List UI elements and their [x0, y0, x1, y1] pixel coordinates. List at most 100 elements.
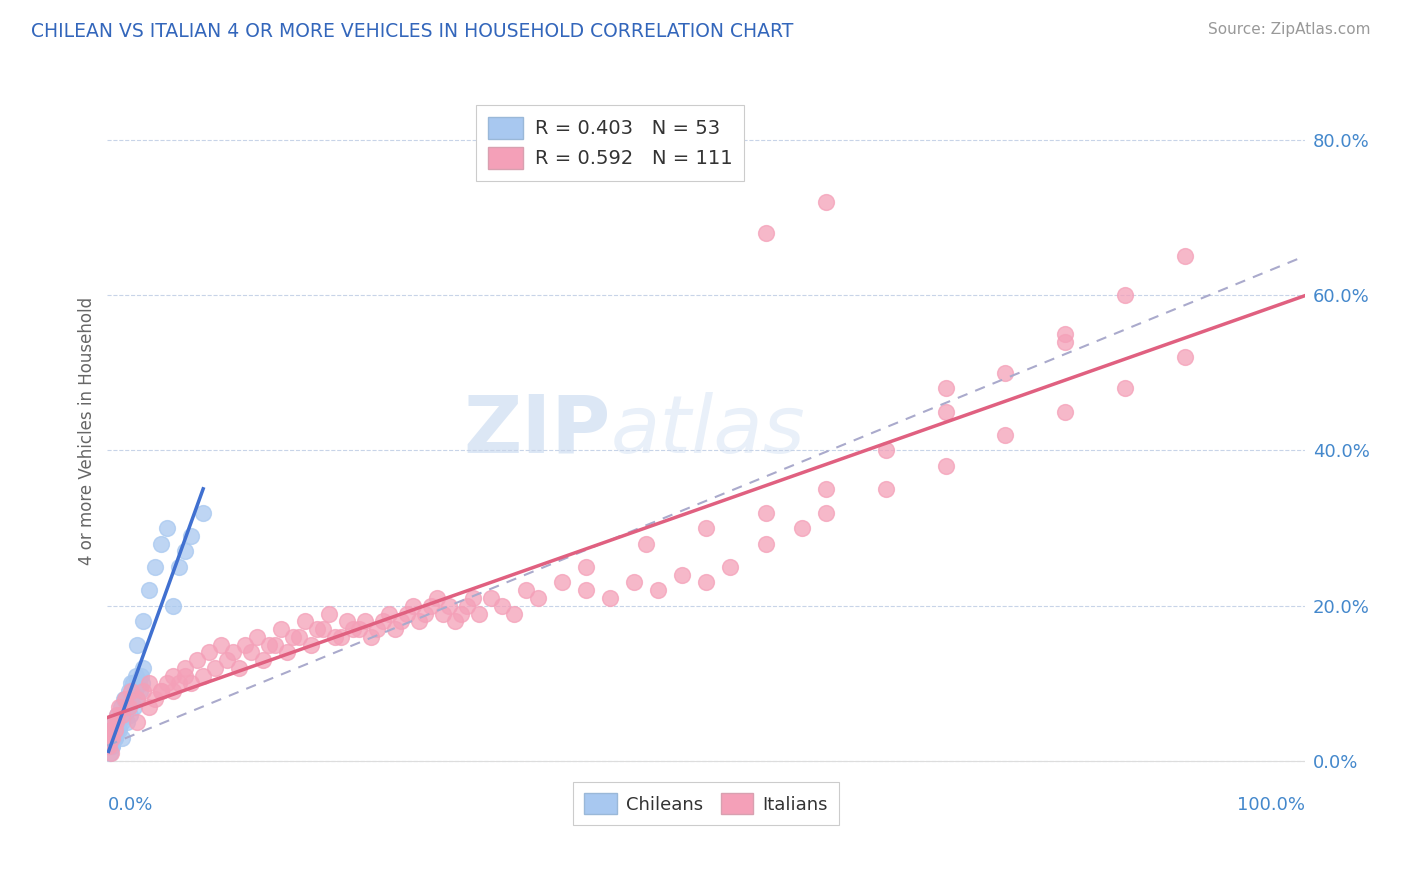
- Point: [120, 692, 142, 706]
- Point: [156, 521, 179, 535]
- Point: [180, 676, 202, 690]
- Point: [515, 583, 537, 598]
- Point: [575, 560, 598, 574]
- Point: [994, 427, 1017, 442]
- Point: [143, 692, 166, 706]
- Point: [104, 723, 127, 737]
- Point: [934, 458, 956, 473]
- Point: [104, 723, 127, 737]
- Point: [389, 614, 412, 628]
- Text: atlas: atlas: [610, 392, 806, 470]
- Point: [437, 599, 460, 613]
- Point: [115, 715, 138, 730]
- Point: [156, 676, 179, 690]
- Point: [233, 638, 256, 652]
- Point: [111, 731, 134, 745]
- Point: [342, 622, 364, 636]
- Point: [408, 614, 430, 628]
- Point: [443, 614, 465, 628]
- Point: [120, 684, 142, 698]
- Point: [111, 707, 134, 722]
- Point: [491, 599, 513, 613]
- Point: [191, 506, 214, 520]
- Point: [191, 668, 214, 682]
- Point: [138, 676, 160, 690]
- Point: [1174, 249, 1197, 263]
- Point: [108, 699, 131, 714]
- Point: [127, 715, 149, 730]
- Point: [162, 668, 184, 682]
- Point: [105, 723, 128, 737]
- Point: [112, 692, 135, 706]
- Point: [150, 684, 173, 698]
- Point: [695, 575, 717, 590]
- Point: [318, 607, 340, 621]
- Point: [150, 684, 173, 698]
- Point: [105, 707, 128, 722]
- Point: [127, 638, 149, 652]
- Point: [329, 630, 352, 644]
- Point: [934, 381, 956, 395]
- Point: [103, 731, 125, 745]
- Point: [101, 739, 124, 753]
- Point: [128, 684, 150, 698]
- Point: [128, 676, 150, 690]
- Point: [371, 614, 394, 628]
- Point: [353, 614, 375, 628]
- Point: [122, 699, 145, 714]
- Point: [814, 194, 837, 209]
- Point: [347, 622, 370, 636]
- Text: Source: ZipAtlas.com: Source: ZipAtlas.com: [1208, 22, 1371, 37]
- Point: [312, 622, 335, 636]
- Point: [100, 747, 122, 761]
- Point: [100, 723, 122, 737]
- Point: [118, 699, 141, 714]
- Point: [456, 599, 478, 613]
- Point: [264, 638, 287, 652]
- Point: [110, 699, 132, 714]
- Point: [101, 731, 124, 745]
- Point: [288, 630, 311, 644]
- Point: [240, 645, 263, 659]
- Point: [167, 676, 190, 690]
- Point: [129, 668, 152, 682]
- Point: [246, 630, 269, 644]
- Point: [384, 622, 406, 636]
- Point: [395, 607, 418, 621]
- Point: [108, 715, 131, 730]
- Point: [103, 715, 125, 730]
- Point: [1054, 404, 1077, 418]
- Point: [599, 591, 621, 605]
- Point: [336, 614, 359, 628]
- Point: [875, 443, 897, 458]
- Point: [100, 723, 122, 737]
- Text: ZIP: ZIP: [463, 392, 610, 470]
- Point: [755, 536, 778, 550]
- Point: [994, 366, 1017, 380]
- Text: 0.0%: 0.0%: [107, 796, 153, 814]
- Point: [252, 653, 274, 667]
- Point: [132, 684, 155, 698]
- Point: [790, 521, 813, 535]
- Point: [167, 560, 190, 574]
- Point: [377, 607, 399, 621]
- Point: [103, 731, 125, 745]
- Point: [120, 707, 142, 722]
- Point: [120, 676, 142, 690]
- Point: [1114, 288, 1136, 302]
- Point: [174, 661, 197, 675]
- Point: [419, 599, 441, 613]
- Point: [305, 622, 328, 636]
- Point: [174, 544, 197, 558]
- Point: [100, 739, 122, 753]
- Point: [671, 567, 693, 582]
- Point: [1114, 381, 1136, 395]
- Point: [299, 638, 322, 652]
- Point: [104, 715, 127, 730]
- Point: [98, 731, 121, 745]
- Point: [131, 676, 153, 690]
- Point: [814, 506, 837, 520]
- Point: [132, 614, 155, 628]
- Point: [814, 482, 837, 496]
- Point: [527, 591, 550, 605]
